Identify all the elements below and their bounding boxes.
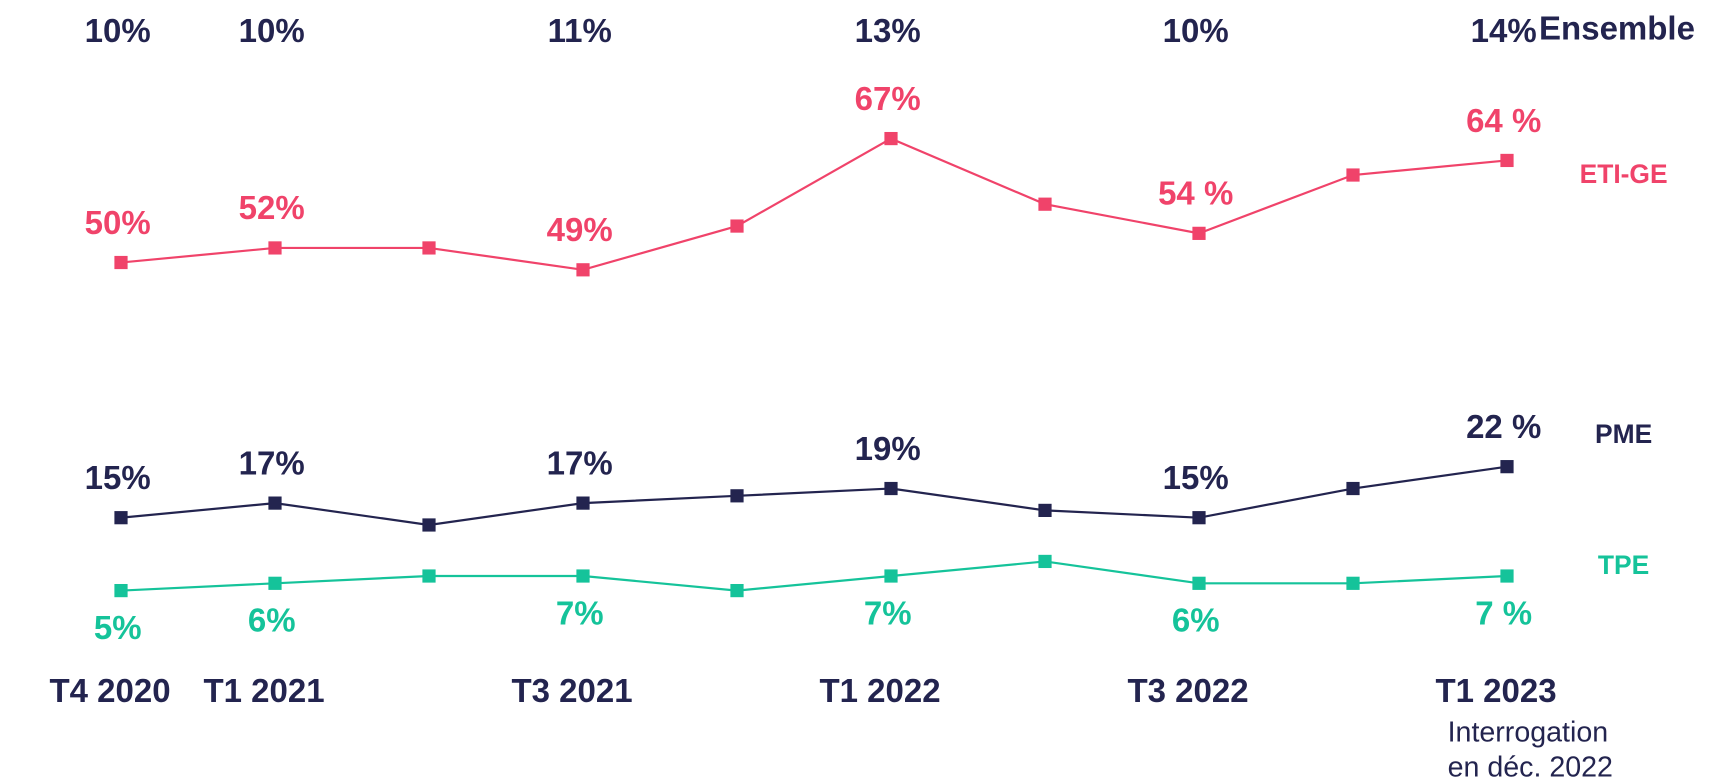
data-label: 15% [85, 459, 151, 496]
plot: T4 2020 T1 2021 T3 2021 T1 2022 T3 2022 T1 20… [49, 10, 1694, 780]
point [730, 219, 744, 233]
data-label: 7% [864, 594, 912, 631]
x-label: T1 2022 [819, 672, 940, 709]
point [114, 511, 128, 525]
data-label: 64 % [1466, 102, 1541, 139]
point [576, 569, 590, 583]
series-name: Ensemble [1539, 10, 1695, 47]
point [1500, 153, 1514, 168]
point [1038, 197, 1052, 211]
data-label: 10% [239, 12, 305, 49]
data-label: 67% [855, 80, 921, 117]
point [1346, 576, 1360, 590]
data-label: 10% [1163, 12, 1229, 49]
point [422, 569, 436, 583]
series-line [120, 465, 1508, 527]
point [268, 576, 282, 590]
point [1192, 576, 1206, 590]
data-label: 22 % [1466, 408, 1541, 445]
data-label: 49% [547, 211, 613, 248]
point [1038, 503, 1052, 517]
data-label: 54 % [1158, 175, 1233, 212]
series-line [120, 137, 1508, 271]
data-label: 11% [548, 12, 612, 49]
point [114, 583, 128, 598]
point [114, 255, 128, 270]
data-label: 10% [85, 12, 151, 49]
data-label: 13% [855, 12, 921, 49]
series-name: ETI-GE [1580, 159, 1668, 189]
data-label: 17% [239, 444, 305, 481]
data-label: 6% [248, 602, 296, 639]
point [268, 241, 282, 255]
point [884, 569, 898, 583]
x-label: T1 2021 [203, 672, 324, 709]
point [268, 496, 282, 510]
point [1500, 460, 1514, 474]
data-label: 15% [1163, 459, 1229, 496]
series-name: PME [1595, 419, 1652, 449]
point [422, 241, 436, 255]
data-label: 17% [547, 444, 613, 481]
data-label: 50% [85, 204, 151, 241]
x-label: T1 2023 [1435, 672, 1556, 709]
point [576, 496, 590, 510]
data-label: 14% [1471, 12, 1537, 49]
point [1192, 511, 1206, 525]
point [884, 481, 898, 496]
point [576, 263, 590, 277]
point [1192, 226, 1206, 240]
x-label: T3 2021 [511, 672, 632, 709]
data-label: 6% [1172, 602, 1220, 639]
point [730, 489, 744, 503]
data-label: 7 % [1475, 594, 1532, 631]
point [1038, 554, 1052, 569]
footnote: en déc. 2022 [1448, 752, 1613, 780]
data-label: 5% [94, 609, 142, 646]
series-name: TPE [1598, 550, 1649, 580]
point [1346, 481, 1360, 496]
data-label: 52% [239, 189, 305, 226]
point [1346, 168, 1360, 182]
point [422, 518, 436, 532]
footnote: Interrogation [1448, 716, 1609, 748]
point [884, 131, 898, 146]
data-label: 19% [855, 430, 921, 467]
series-line [120, 560, 1508, 592]
x-label: T4 2020 [49, 672, 170, 709]
data-label: 7% [556, 594, 604, 631]
x-label: T3 2022 [1127, 672, 1248, 709]
point [730, 583, 744, 598]
point [1500, 569, 1514, 583]
